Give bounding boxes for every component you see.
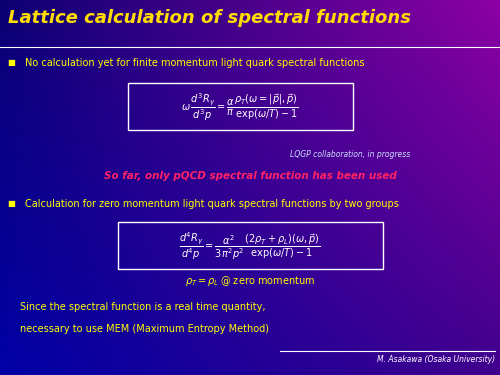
Text: $\omega\,\dfrac{d^3R_\gamma}{d^3p} = \dfrac{\alpha}{\pi}\dfrac{\rho_T(\omega=|\v: $\omega\,\dfrac{d^3R_\gamma}{d^3p} = \df… [181, 91, 299, 123]
Text: Since the spectral function is a real time quantity,: Since the spectral function is a real ti… [20, 302, 266, 312]
Text: So far, only pQCD spectral function has been used: So far, only pQCD spectral function has … [104, 171, 397, 181]
Text: necessary to use MEM (Maximum Entropy Method): necessary to use MEM (Maximum Entropy Me… [20, 324, 269, 334]
Text: M. Asakawa (Osaka University): M. Asakawa (Osaka University) [377, 356, 495, 364]
Text: Calculation for zero momentum light quark spectral functions by two groups: Calculation for zero momentum light quar… [25, 199, 399, 209]
Text: ■: ■ [8, 58, 16, 67]
Text: $\dfrac{d^4R_{\gamma}}{d^4p} = \dfrac{\alpha^2}{3\pi^2 p^2}\dfrac{(2\rho_T+\rho_: $\dfrac{d^4R_{\gamma}}{d^4p} = \dfrac{\a… [180, 230, 320, 261]
Text: LQGP collaboration, in progress: LQGP collaboration, in progress [290, 150, 410, 159]
Text: Lattice calculation of spectral functions: Lattice calculation of spectral function… [8, 9, 410, 27]
Text: No calculation yet for finite momentum light quark spectral functions: No calculation yet for finite momentum l… [25, 58, 364, 68]
Text: ■: ■ [8, 199, 16, 208]
Text: $\rho_T = \rho_L\;@\;\mathrm{zero\ momentum}$: $\rho_T = \rho_L\;@\;\mathrm{zero\ momen… [185, 274, 315, 288]
